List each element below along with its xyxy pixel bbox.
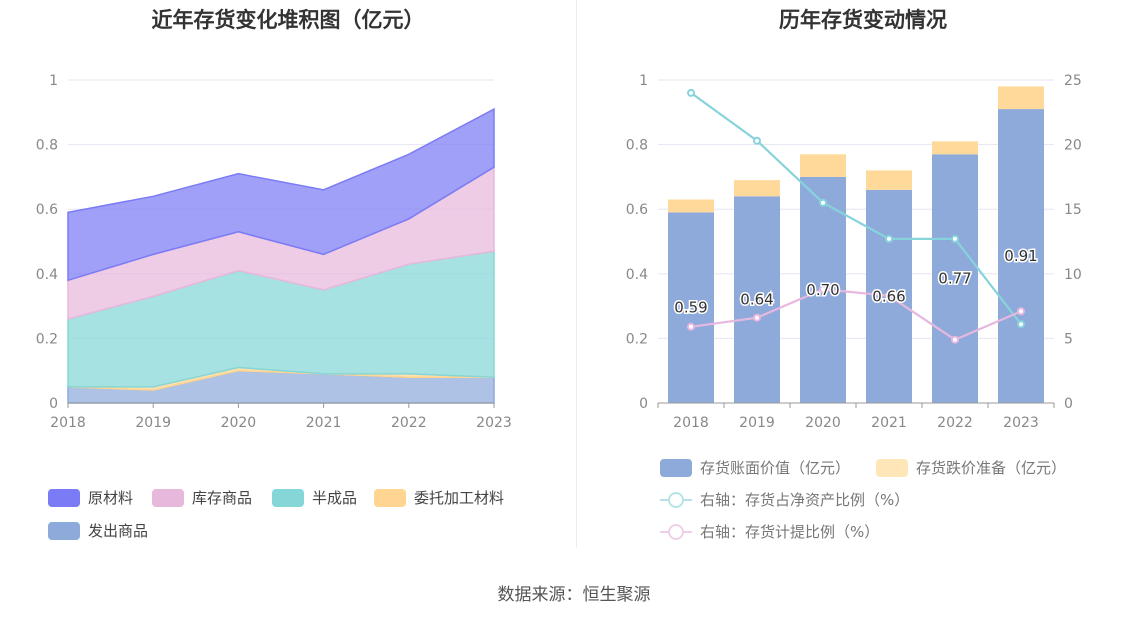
legend-item-finished-goods[interactable]: 库存商品	[152, 487, 252, 508]
right-y-tick-label: 0.8	[626, 138, 648, 154]
legend-item-impairment[interactable]: 存货跌价准备（亿元）	[876, 457, 1066, 478]
left-y-tick-label: 0.6	[36, 202, 58, 218]
legend-swatch-semi-finished	[272, 488, 304, 507]
line-point	[819, 198, 827, 207]
right-y-tick-label: 0.6	[626, 202, 648, 218]
legend-swatch-finished-goods	[152, 488, 184, 507]
right-y2-tick-label: 0	[1064, 396, 1073, 412]
line-point	[687, 88, 695, 97]
legend-item-provision-ratio[interactable]: 右轴：存货计提比例（%）	[660, 521, 879, 542]
panel-divider	[576, 0, 577, 548]
bar-impairment	[734, 180, 780, 197]
legend-label: 发出商品	[88, 522, 149, 540]
left-x-tick-label: 2018	[50, 415, 86, 431]
left-chart-title: 近年存货变化堆积图（亿元）	[151, 8, 425, 32]
bar-value-label: 0.59	[674, 299, 707, 317]
legend-swatch-goods-shipped	[48, 521, 80, 540]
left-x-tick-label: 2020	[221, 415, 257, 431]
left-x-tick-label: 2019	[135, 415, 171, 431]
legend-item-semi-finished[interactable]: 半成品	[272, 487, 357, 508]
right-x-tick-label: 2023	[1003, 415, 1039, 431]
bar-value-label: 0.66	[872, 287, 905, 305]
left-y-tick-label: 1	[49, 73, 58, 89]
bar-value-label: 0.91	[1004, 247, 1037, 265]
legend-label: 委托加工材料	[414, 489, 505, 507]
left-y-tick-label: 0.8	[36, 138, 58, 154]
bar-impairment	[866, 170, 912, 190]
legend-swatch-raw-material	[48, 488, 80, 507]
left-y-tick-label: 0.2	[36, 331, 58, 347]
legend-label: 右轴：存货计提比例（%）	[700, 523, 880, 541]
line-point	[885, 234, 893, 243]
legend-label: 半成品	[312, 489, 358, 507]
right-y2-tick-label: 10	[1064, 267, 1082, 283]
legend-item-book-value[interactable]: 存货账面价值（亿元）	[660, 457, 850, 478]
line-point	[753, 313, 761, 322]
left-y-tick-label: 0	[49, 396, 58, 412]
left-y-tick-label: 0.4	[36, 267, 58, 283]
right-y-tick-label: 0.4	[626, 267, 648, 283]
line-point	[951, 234, 959, 243]
right-x-tick-label: 2020	[805, 415, 841, 431]
bar-value-label: 0.64	[740, 291, 773, 309]
legend-item-goods-shipped[interactable]: 发出商品	[48, 520, 148, 541]
legend-swatch-consigned-processing	[374, 488, 406, 507]
legend-line-icon	[660, 523, 692, 541]
legend-item-raw-material[interactable]: 原材料	[48, 487, 133, 508]
bar-impairment	[800, 154, 846, 177]
right-x-tick-label: 2018	[673, 415, 709, 431]
right-y2-tick-label: 20	[1064, 138, 1082, 154]
legend-swatch-impairment	[876, 458, 908, 477]
left-x-tick-label: 2023	[476, 415, 512, 431]
right-x-tick-label: 2021	[871, 415, 907, 431]
legend-label: 存货跌价准备（亿元）	[916, 459, 1067, 477]
left-x-tick-label: 2022	[391, 415, 427, 431]
right-x-tick-label: 2022	[937, 415, 973, 431]
line-point	[687, 322, 695, 331]
area-series-原材料	[67, 107, 495, 282]
legend-label: 右轴：存货占净资产比例（%）	[700, 491, 910, 509]
line-point	[1017, 307, 1025, 316]
right-y2-tick-label: 5	[1064, 331, 1073, 347]
legend-label: 存货账面价值（亿元）	[700, 459, 851, 477]
line-point	[1017, 320, 1025, 329]
bar-book-value	[734, 196, 780, 403]
legend-label: 原材料	[88, 489, 134, 507]
bar-value-label: 0.70	[806, 281, 839, 299]
data-source-note: 数据来源：恒生聚源	[497, 585, 651, 605]
line-point	[819, 285, 827, 294]
line-point	[885, 291, 893, 300]
right-chart-title: 历年存货变动情况	[779, 8, 947, 32]
right-y-tick-label: 1	[639, 73, 648, 89]
line-point	[753, 136, 761, 145]
right-x-tick-label: 2019	[739, 415, 775, 431]
line-point	[951, 335, 959, 344]
bar-impairment	[932, 141, 978, 155]
legend-line-icon	[660, 491, 692, 509]
bar-book-value	[668, 212, 714, 403]
legend-item-consigned-processing[interactable]: 委托加工材料	[374, 487, 504, 508]
line-series-net-asset-ratio	[690, 92, 1022, 325]
line-series-provision-ratio	[690, 288, 1022, 341]
bar-impairment	[998, 86, 1044, 110]
right-y-tick-label: 0.2	[626, 331, 648, 347]
bar-book-value	[932, 154, 978, 403]
bar-book-value	[998, 109, 1044, 403]
right-y2-tick-label: 15	[1064, 202, 1082, 218]
bar-impairment	[668, 199, 714, 213]
legend-swatch-book-value	[660, 458, 692, 477]
right-y-tick-label: 0	[639, 396, 648, 412]
right-y2-tick-label: 25	[1064, 73, 1082, 89]
legend-label: 库存商品	[192, 489, 253, 507]
legend-item-net-asset-ratio[interactable]: 右轴：存货占净资产比例（%）	[660, 489, 909, 510]
left-x-tick-label: 2021	[306, 415, 342, 431]
bar-value-label: 0.77	[938, 270, 971, 288]
